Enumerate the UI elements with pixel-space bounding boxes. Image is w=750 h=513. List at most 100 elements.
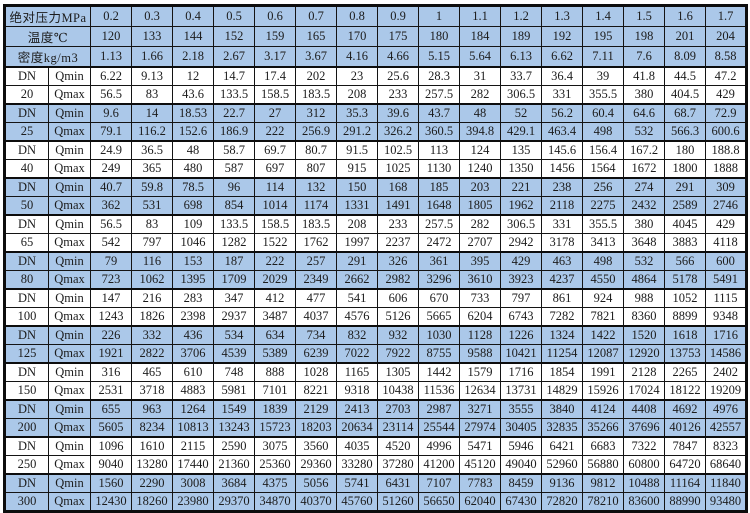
qmax-value: 64720: [664, 455, 706, 475]
qmax-value: 3923: [500, 270, 542, 290]
qmax-value: 40126: [664, 418, 706, 438]
qmax-label: Qmax: [48, 344, 91, 364]
qmax-value: 2432: [623, 196, 665, 216]
qmin-value: 566: [664, 251, 706, 271]
qmin-value: 6421: [541, 436, 583, 456]
qmax-value: 2275: [582, 196, 624, 216]
qmin-value: 610: [172, 362, 214, 382]
qmax-value: 133.5: [213, 85, 255, 105]
density-value: 5.15: [418, 46, 460, 68]
qmax-value: 8360: [623, 307, 665, 327]
qmin-value: 78.5: [172, 177, 214, 197]
qmax-value: 723: [90, 270, 132, 290]
dn-size-value: 80: [4, 270, 49, 290]
qmin-value: 9812: [582, 473, 624, 493]
qmax-value: 797: [131, 233, 173, 253]
qmax-value: 915: [336, 159, 378, 179]
qmin-value: 5471: [459, 436, 501, 456]
qmax-value: 27974: [459, 418, 501, 438]
qmax-value: 9040: [90, 455, 132, 475]
qmax-value: 13243: [213, 418, 255, 438]
qmax-value: 282: [459, 85, 501, 105]
qmax-value: 29370: [213, 492, 255, 512]
qmax-value: 1648: [418, 196, 460, 216]
qmax-value: 83: [131, 85, 173, 105]
qmax-value: 2822: [131, 344, 173, 364]
qmax-value: 19209: [705, 381, 747, 401]
qmin-value: 312: [295, 103, 337, 123]
qmax-row: 20 Qmax 56.5 83 43.6 133.5 158.5 183.5 208 233 257…: [4, 85, 747, 105]
qmin-value: 1549: [213, 399, 255, 419]
qmax-value: 88990: [664, 492, 706, 512]
qmin-value: 5946: [500, 436, 542, 456]
qmin-value: 1716: [705, 325, 747, 345]
qmax-value: 6743: [500, 307, 542, 327]
qmax-label: Qmax: [48, 455, 91, 475]
qmin-row: DN Qmin 316 465 610 748 888 1028 1165 1305 1442 157…: [4, 362, 747, 382]
qmin-value: 670: [418, 288, 460, 308]
qmax-value: 566.3: [664, 122, 706, 142]
qmax-value: 3413: [582, 233, 624, 253]
qmin-value: 1442: [418, 362, 460, 382]
qmin-value: 6431: [377, 473, 419, 493]
qmin-value: 145.6: [541, 140, 583, 160]
qmin-value: 36.4: [541, 66, 583, 86]
qmin-value: 113: [418, 140, 460, 160]
qmax-value: 13731: [500, 381, 542, 401]
qmax-label: Qmax: [48, 85, 91, 105]
qmax-value: 7922: [377, 344, 419, 364]
qmax-value: 249: [90, 159, 132, 179]
qmin-label: Qmin: [48, 140, 91, 160]
qmax-value: 5981: [213, 381, 255, 401]
qmin-value: 6.22: [90, 66, 132, 86]
dn-size-value: 100: [4, 307, 49, 327]
qmax-value: 4539: [213, 344, 255, 364]
qmax-value: 4883: [172, 381, 214, 401]
qmax-value: 49040: [500, 455, 542, 475]
qmax-value: 1282: [213, 233, 255, 253]
qmin-value: 355.5: [582, 214, 624, 234]
qmin-value: 4408: [623, 399, 665, 419]
qmax-value: 6204: [459, 307, 501, 327]
dn-label: DN: [4, 140, 49, 160]
pressure-value: 1.3: [541, 4, 583, 27]
qmin-value: 326: [377, 251, 419, 271]
qmin-value: 748: [213, 362, 255, 382]
qmin-value: 3075: [254, 436, 296, 456]
qmin-value: 114: [254, 177, 296, 197]
qmin-value: 135: [500, 140, 542, 160]
qmax-value: 35266: [582, 418, 624, 438]
qmax-value: 183.5: [295, 85, 337, 105]
dn-size-value: 20: [4, 85, 49, 105]
qmin-value: 534: [213, 325, 255, 345]
qmax-value: 1350: [500, 159, 542, 179]
qmax-value: 257.5: [418, 85, 460, 105]
density-value: 4.66: [377, 46, 419, 68]
pressure-value: 0.2: [90, 4, 132, 27]
qmax-value: 12634: [459, 381, 501, 401]
header-row: 密度kg/m3 1.13 1.66 2.18 2.67 3.17 3.67 4.16 4.66 5…: [4, 46, 747, 68]
qmax-value: 429.1: [500, 122, 542, 142]
qmin-label: Qmin: [48, 473, 91, 493]
qmin-value: 1264: [172, 399, 214, 419]
qmin-value: 274: [623, 177, 665, 197]
qmin-value: 1579: [459, 362, 501, 382]
qmin-value: 4045: [664, 214, 706, 234]
qmax-value: 18122: [664, 381, 706, 401]
qmin-label: Qmin: [48, 214, 91, 234]
qmax-value: 463.4: [541, 122, 583, 142]
qmax-value: 1240: [459, 159, 501, 179]
qmin-row: DN Qmin 655 963 1264 1549 1839 2129 2413 2703 2987…: [4, 399, 747, 419]
qmin-value: 58.7: [213, 140, 255, 160]
qmin-value: 606: [377, 288, 419, 308]
qmax-row: 250 Qmax 9040 13280 17440 21360 25360 29360 3328…: [4, 455, 747, 475]
qmax-value: 56650: [418, 492, 460, 512]
qmax-value: 5178: [664, 270, 706, 290]
qmax-value: 1395: [172, 270, 214, 290]
qmin-value: 150: [336, 177, 378, 197]
qmin-value: 832: [336, 325, 378, 345]
qmax-value: 1762: [295, 233, 337, 253]
qmin-row: DN Qmin 1096 1610 2115 2590 3075 3560 4035 4520 49…: [4, 436, 747, 456]
qmin-value: 25.6: [377, 66, 419, 86]
qmax-value: 532: [623, 122, 665, 142]
